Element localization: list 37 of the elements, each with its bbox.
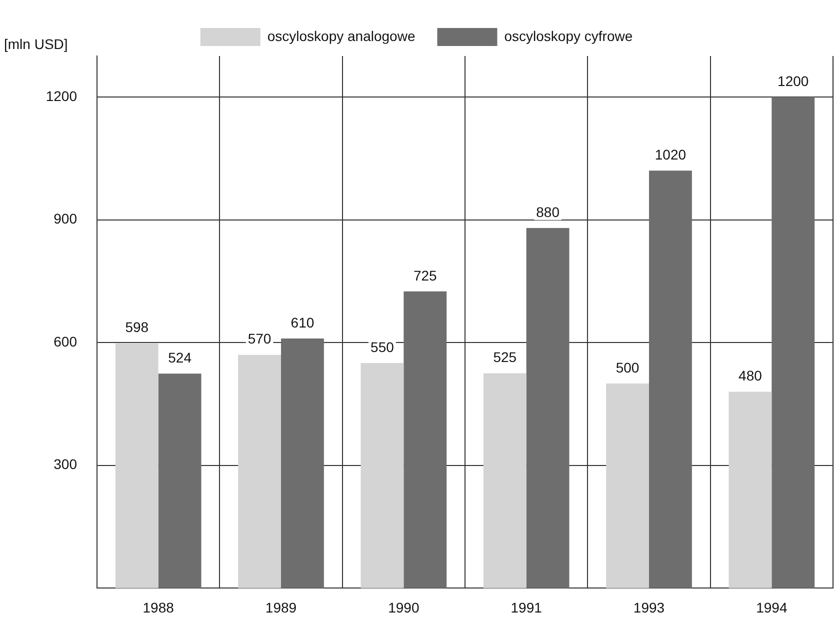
bar [158, 374, 202, 588]
legend-label: oscyloskopy analogowe [267, 28, 416, 44]
data-label: 524 [168, 350, 192, 366]
y-axis-title: [mln USD] [4, 36, 68, 52]
bar [115, 343, 158, 588]
data-label: 880 [536, 204, 560, 220]
bar [238, 354, 281, 588]
data-label: 500 [616, 359, 640, 376]
x-tick-label: 1994 [756, 599, 788, 616]
data-label: 480 [738, 368, 762, 384]
data-label: 550 [370, 338, 394, 355]
y-tick-label: 1200 [46, 88, 78, 104]
legend-label: oscyloskopy cyfrowe [504, 28, 633, 44]
bar [404, 291, 447, 588]
data-label: 725 [413, 267, 438, 284]
bar [728, 392, 772, 588]
x-tick-label: 1989 [265, 599, 297, 616]
x-tick-label: 1993 [633, 599, 665, 616]
bar [649, 170, 692, 588]
bar [606, 384, 649, 588]
bar [483, 373, 526, 588]
data-label: 570 [248, 330, 272, 347]
y-tick-label: 900 [54, 210, 78, 227]
data-label: 1020 [654, 146, 686, 162]
bar [281, 338, 324, 588]
data-label: 598 [125, 319, 149, 336]
bar [526, 228, 570, 588]
data-label: 525 [493, 349, 517, 366]
bar [772, 96, 815, 588]
x-tick-label: 1988 [142, 599, 174, 616]
x-tick-label: 1990 [388, 599, 420, 616]
y-tick-label: 300 [54, 456, 78, 472]
bar [360, 363, 404, 588]
data-label: 610 [290, 314, 314, 330]
x-tick-label: 1991 [510, 599, 542, 616]
y-tick-label: 600 [54, 333, 78, 350]
data-label: 1200 [778, 72, 809, 89]
